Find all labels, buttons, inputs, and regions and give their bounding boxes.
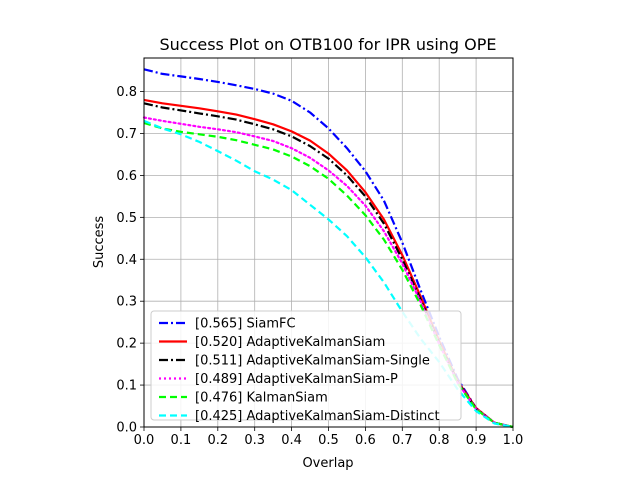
legend-label-4: [0.476] KalmanSiam	[195, 391, 328, 406]
x-tick-label: 0.4	[281, 433, 302, 448]
legend-label-5: [0.425] AdaptiveKalmanSiam-Distinct	[195, 409, 440, 424]
x-tick-label: 0.5	[318, 433, 339, 448]
x-tick-label: 0.3	[244, 433, 265, 448]
series-line-2	[143, 102, 514, 429]
y-tick-label: 0.4	[116, 253, 137, 268]
y-tick-label: 0.5	[116, 211, 137, 226]
axis-ticks: 0.0 0.1 0.2 0.3 0.4 0.5 0.6 0.7 0.8 0.9 1.0 0.0 0.1 0…	[116, 85, 523, 448]
x-tick-label: 0.0	[134, 433, 155, 448]
legend-label-3: [0.489] AdaptiveKalmanSiam-P	[195, 372, 398, 387]
chart-title: Success Plot on OTB100 for IPR using OPE	[159, 35, 496, 54]
legend-box	[150, 310, 462, 421]
x-tick-label: 1.0	[503, 433, 524, 448]
y-tick-label: 0.3	[116, 295, 137, 310]
y-tick-label: 0.1	[116, 379, 137, 394]
y-tick-label: 0.2	[116, 337, 137, 352]
x-tick-label: 0.8	[429, 433, 450, 448]
x-axis-label: Overlap	[302, 456, 353, 471]
legend-label-2: [0.511] AdaptiveKalmanSiam-Single	[195, 354, 430, 369]
y-axis-label: Success	[92, 216, 107, 269]
x-tick-label: 0.2	[207, 433, 228, 448]
legend-label-1: [0.520] AdaptiveKalmanSiam	[195, 335, 385, 350]
legend-label-0: [0.565] SiamFC	[195, 317, 296, 332]
x-tick-label: 0.7	[392, 433, 413, 448]
x-tick-label: 0.6	[355, 433, 376, 448]
y-tick-label: 0.6	[116, 169, 137, 184]
y-tick-label: 0.7	[116, 127, 137, 142]
y-tick-label: 0.8	[116, 85, 137, 100]
legend: [0.565] SiamFC [0.520] AdaptiveKalmanSiam…	[150, 310, 462, 424]
x-tick-label: 0.9	[466, 433, 487, 448]
y-tick-label: 0.0	[116, 421, 137, 436]
x-tick-label: 0.1	[171, 433, 192, 448]
